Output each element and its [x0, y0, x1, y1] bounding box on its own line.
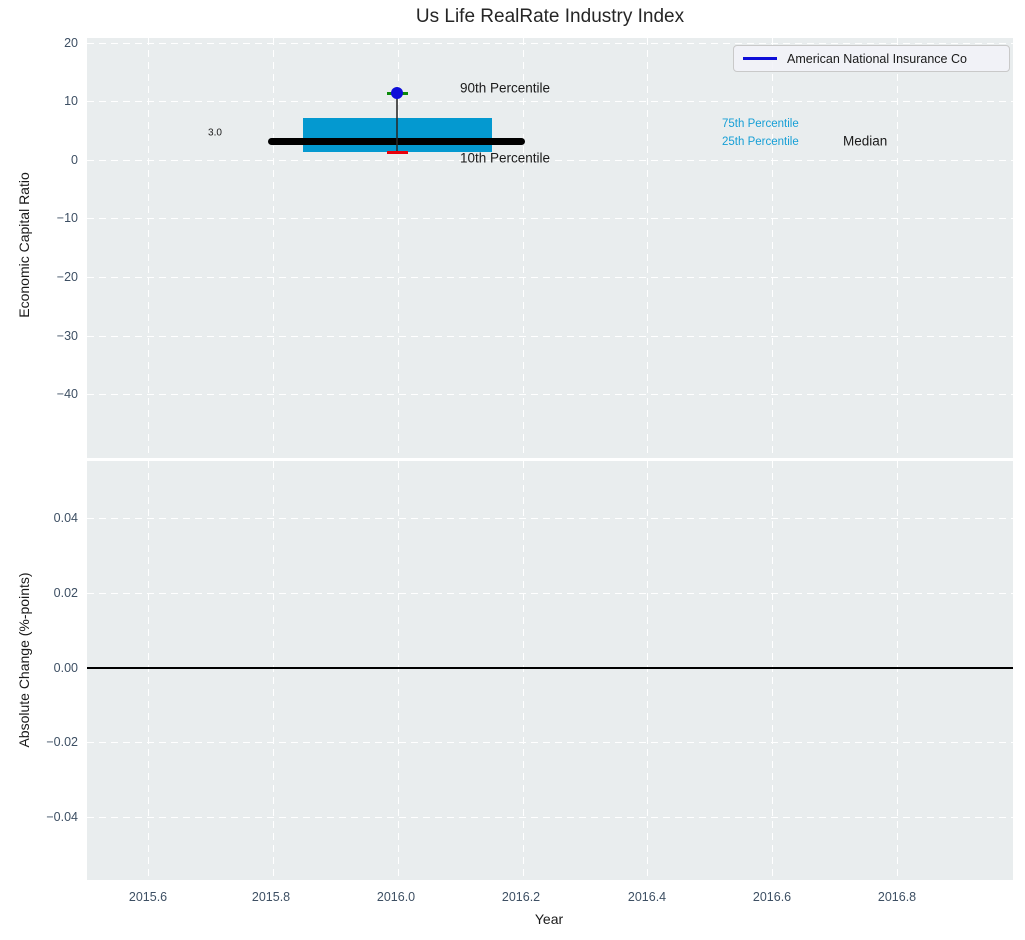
gridline-horizontal: [87, 817, 1013, 819]
ytick-label: −0.04: [46, 810, 78, 824]
ytick-label: 0: [71, 153, 78, 167]
gridline-horizontal: [87, 742, 1013, 744]
p75-label: 75th Percentile: [722, 118, 799, 130]
bottom-y-axis-label: Absolute Change (%-points): [16, 572, 32, 748]
gridline-horizontal: [87, 394, 1013, 396]
ytick-label: 0.02: [53, 586, 78, 600]
gridline-horizontal: [87, 218, 1013, 220]
gridline-vertical: [273, 461, 275, 880]
gridline-horizontal: [87, 593, 1013, 595]
gridline-vertical: [897, 461, 899, 880]
gridline-vertical: [398, 38, 400, 458]
xtick-label: 2016.2: [501, 890, 541, 904]
ytick-label: −0.02: [46, 735, 78, 749]
ytick-label: 0.00: [53, 661, 78, 675]
top-y-axis-label: Economic Capital Ratio: [16, 172, 32, 318]
xtick-label: 2016.8: [877, 890, 917, 904]
legend-label: American National Insurance Co: [787, 51, 967, 66]
gridline-horizontal: [87, 336, 1013, 338]
median-label: Median: [843, 133, 888, 149]
ytick-label: 0.04: [53, 511, 78, 525]
gridline-horizontal: [87, 43, 1013, 45]
top-axes: 3.0 90th Percentile 10th Percentile 75th…: [87, 38, 1013, 458]
bottom-axes: [87, 461, 1013, 880]
ytick-label: −10: [56, 211, 78, 225]
whisker-line: [396, 93, 398, 153]
xtick-label: 2015.8: [251, 890, 291, 904]
xtick-label: 2016.4: [627, 890, 667, 904]
gridline-vertical: [148, 38, 150, 458]
gridline-vertical: [523, 461, 525, 880]
gridline-vertical: [647, 461, 649, 880]
gridline-vertical: [148, 461, 150, 880]
gridline-vertical: [273, 38, 275, 458]
ytick-label: −20: [56, 270, 78, 284]
gridline-vertical: [772, 38, 774, 458]
p90-label: 90th Percentile: [460, 80, 551, 96]
legend-line-swatch: [743, 57, 777, 60]
ytick-label: 20: [64, 36, 78, 50]
chart-title: Us Life RealRate Industry Index: [415, 6, 685, 27]
p25-label: 25th Percentile: [722, 136, 799, 148]
gridline-vertical: [897, 38, 899, 458]
gridline-vertical: [647, 38, 649, 458]
gridline-horizontal: [87, 101, 1013, 103]
xtick-label: 2016.0: [376, 890, 416, 904]
xtick-label: 2016.6: [752, 890, 792, 904]
ytick-label: −40: [56, 387, 78, 401]
gridline-horizontal: [87, 160, 1013, 162]
gridline-horizontal: [87, 668, 1013, 670]
gridline-vertical: [523, 38, 525, 458]
zero-baseline: [87, 667, 1013, 669]
gridline-horizontal: [87, 518, 1013, 520]
gridline-vertical: [398, 461, 400, 880]
company-value-dot: [391, 87, 403, 99]
median-value-label: 3.0: [208, 127, 222, 139]
gridline-vertical: [772, 461, 774, 880]
ytick-label: 10: [64, 94, 78, 108]
xtick-label: 2015.6: [128, 890, 168, 904]
x-axis-label: Year: [534, 911, 564, 927]
ytick-label: −30: [56, 329, 78, 343]
p10-cap: [387, 151, 408, 155]
legend: American National Insurance Co: [733, 45, 1010, 72]
p10-label: 10th Percentile: [460, 150, 551, 166]
gridline-horizontal: [87, 277, 1013, 279]
